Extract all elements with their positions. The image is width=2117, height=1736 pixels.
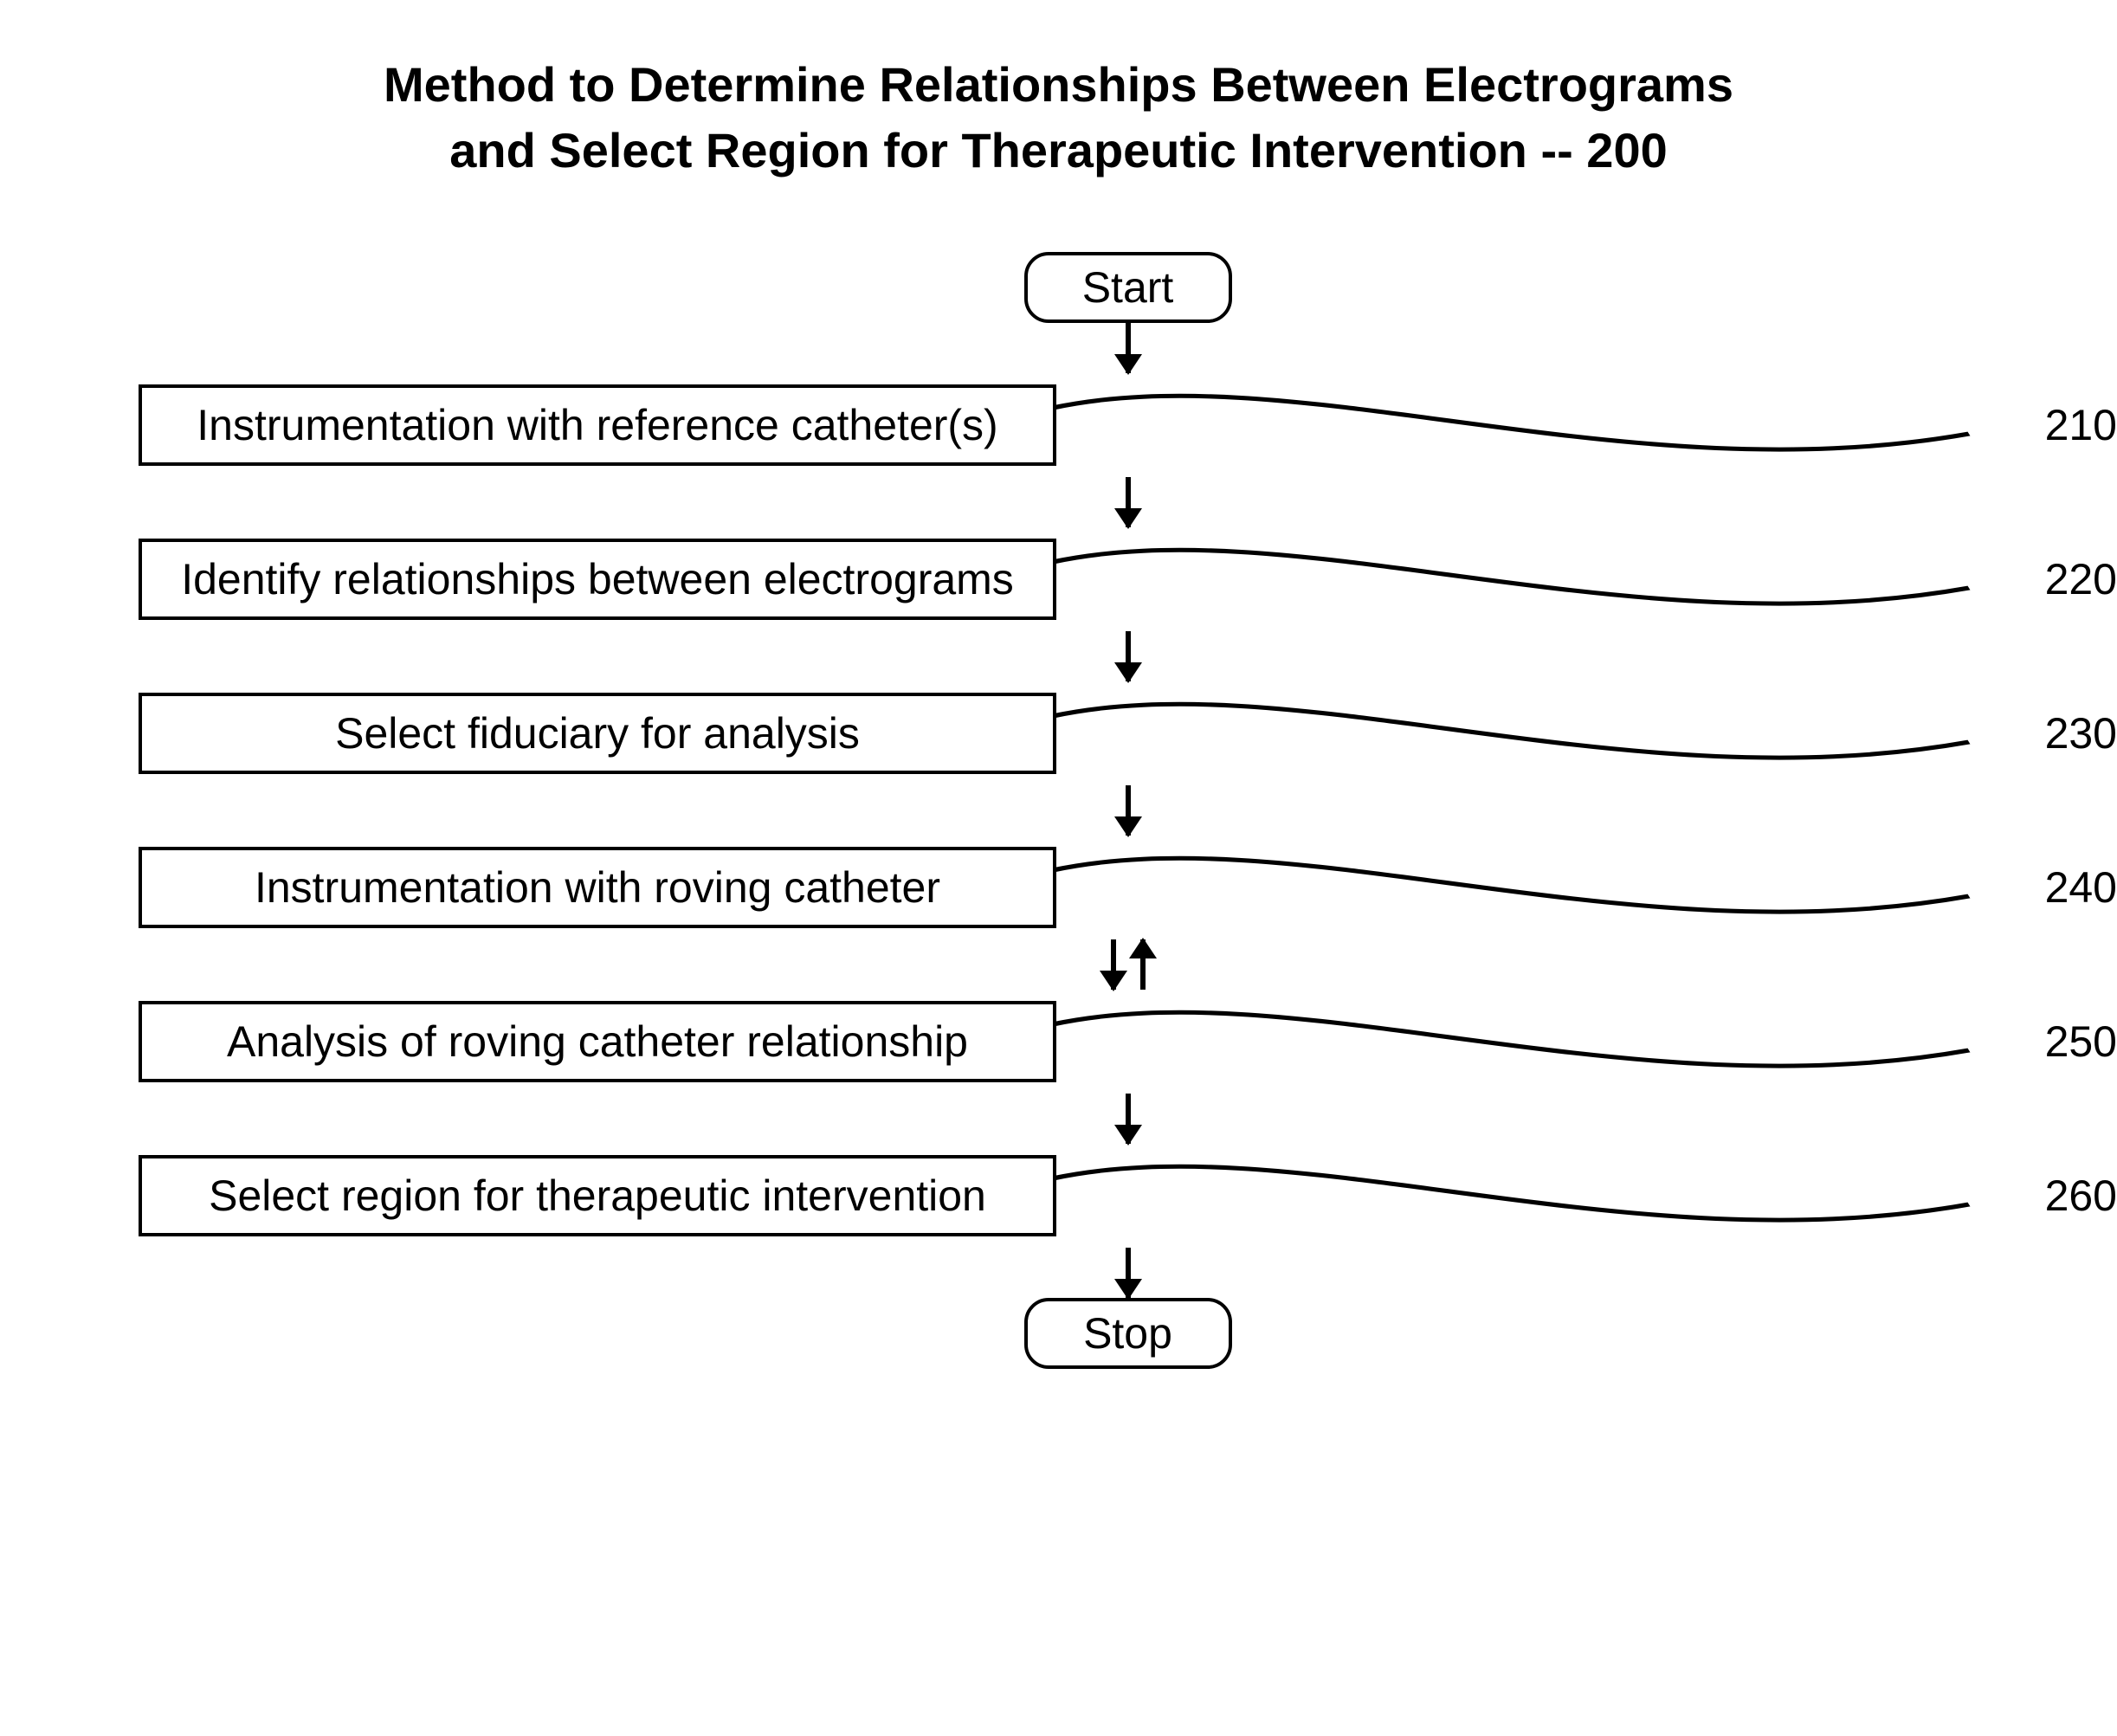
- arrow-connector: [1126, 631, 1131, 681]
- step-label: Select region for therapeutic interventi…: [209, 1171, 986, 1220]
- step-row: Identify relationships between electrogr…: [139, 527, 2117, 631]
- step-label: Instrumentation with reference catheter(…: [197, 401, 997, 449]
- reference-connector: [1053, 527, 2035, 631]
- start-terminal: Start: [1024, 252, 1232, 323]
- flowchart: Start Instrumentation with reference cat…: [69, 252, 2048, 1369]
- reference-number: 210: [2045, 400, 2117, 450]
- start-label: Start: [1082, 263, 1174, 312]
- arrow-down-icon: [1126, 1094, 1131, 1144]
- arrow-connector: [1126, 785, 1131, 836]
- arrow-connector: [1126, 1094, 1131, 1144]
- reference-number: 230: [2045, 708, 2117, 758]
- step-box-260: Select region for therapeutic interventi…: [139, 1155, 1056, 1236]
- step-label: Instrumentation with roving catheter: [255, 863, 940, 912]
- step-box-220: Identify relationships between electrogr…: [139, 539, 1056, 620]
- arrow-down-icon: [1126, 1248, 1131, 1298]
- step-row: Instrumentation with roving catheter 240: [139, 836, 2117, 939]
- bidirectional-connector: [1111, 939, 1146, 990]
- step-label: Analysis of roving catheter relationship: [227, 1017, 968, 1066]
- step-label: Identify relationships between electrogr…: [181, 555, 1014, 603]
- step-box-210: Instrumentation with reference catheter(…: [139, 384, 1056, 466]
- reference-number: 260: [2045, 1171, 2117, 1221]
- arrow-up-icon: [1140, 939, 1146, 990]
- reference-number: 240: [2045, 862, 2117, 913]
- reference-connector: [1053, 990, 2035, 1094]
- arrow-down-icon: [1126, 785, 1131, 836]
- step-box-240: Instrumentation with roving catheter: [139, 847, 1056, 928]
- step-row: Instrumentation with reference catheter(…: [139, 373, 2117, 477]
- diagram-title: Method to Determine Relationships Betwee…: [69, 52, 2048, 183]
- arrow-connector: [1126, 477, 1131, 527]
- stop-terminal: Stop: [1024, 1298, 1232, 1369]
- reference-number: 250: [2045, 1016, 2117, 1067]
- step-row: Select region for therapeutic interventi…: [139, 1144, 2117, 1248]
- flow-column: Start Instrumentation with reference cat…: [139, 252, 2117, 1369]
- step-row: Analysis of roving catheter relationship…: [139, 990, 2117, 1094]
- arrow-down-icon: [1126, 477, 1131, 527]
- reference-connector: [1053, 836, 2035, 939]
- diagram-container: Method to Determine Relationships Betwee…: [69, 52, 2048, 1369]
- step-box-230: Select fiduciary for analysis: [139, 693, 1056, 774]
- title-line-1: Method to Determine Relationships Betwee…: [69, 52, 2048, 118]
- arrow-down-icon: [1126, 631, 1131, 681]
- arrow-connector: [1126, 323, 1131, 373]
- title-line-2: and Select Region for Therapeutic Interv…: [69, 118, 2048, 184]
- reference-number: 220: [2045, 554, 2117, 604]
- step-row: Select fiduciary for analysis 230: [139, 681, 2117, 785]
- reference-connector: [1053, 1144, 2035, 1248]
- reference-connector: [1053, 681, 2035, 785]
- step-box-250: Analysis of roving catheter relationship: [139, 1001, 1056, 1082]
- arrow-down-icon: [1126, 323, 1131, 373]
- arrow-connector: [1126, 1248, 1131, 1298]
- step-label: Select fiduciary for analysis: [335, 709, 860, 758]
- arrow-down-icon: [1111, 939, 1116, 990]
- reference-connector: [1053, 373, 2035, 477]
- stop-label: Stop: [1083, 1309, 1172, 1358]
